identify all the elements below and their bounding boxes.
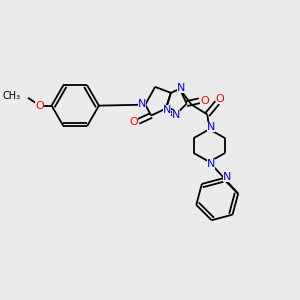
Text: O: O	[216, 94, 224, 104]
Text: CH₃: CH₃	[3, 91, 21, 101]
Text: N: N	[207, 159, 215, 169]
Text: O: O	[35, 100, 44, 111]
Text: N: N	[163, 105, 171, 115]
Text: N: N	[138, 99, 146, 109]
Text: N: N	[207, 122, 215, 132]
Text: N: N	[172, 110, 180, 121]
Text: N: N	[223, 172, 231, 182]
Text: O: O	[129, 117, 138, 128]
Text: N: N	[176, 83, 185, 93]
Text: O: O	[200, 96, 209, 106]
